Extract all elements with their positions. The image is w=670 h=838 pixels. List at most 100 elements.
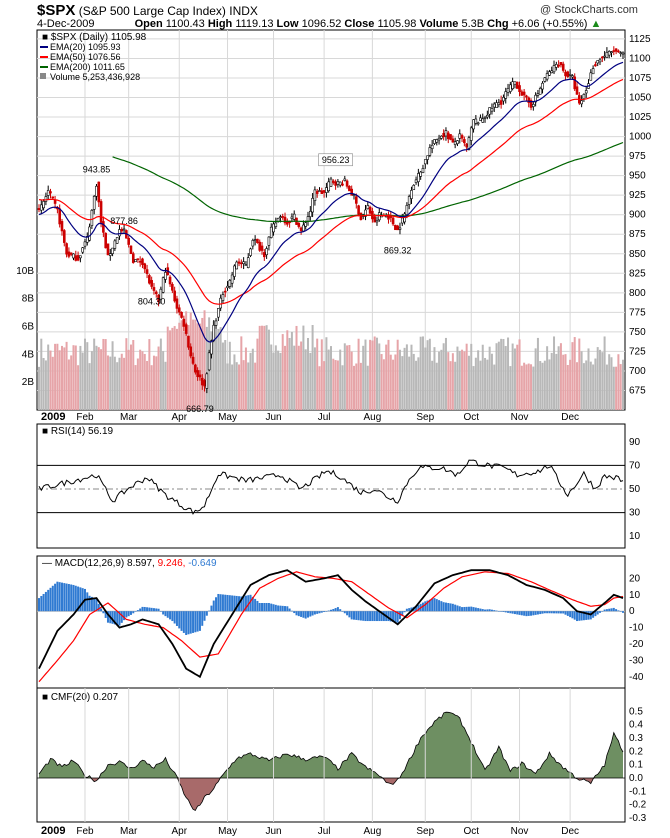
- macd-hist-bar: [169, 611, 172, 620]
- macd-hist-bar: [97, 603, 100, 612]
- macd-hist-bar: [557, 611, 560, 614]
- price-x-tick-label-Aug: Aug: [363, 412, 381, 423]
- volume-bar: [150, 365, 153, 410]
- candle-body: [122, 228, 126, 231]
- macd-hist-bar: [302, 611, 305, 618]
- volume-bar: [295, 325, 298, 410]
- macd-hist-bar: [509, 611, 512, 614]
- volume-bar: [385, 344, 388, 410]
- macd-hist-bar: [516, 611, 519, 615]
- volume-bar: [532, 366, 535, 410]
- macd-tick--30: -30: [629, 655, 644, 666]
- volume-bar: [415, 360, 418, 410]
- volume-bar: [249, 352, 252, 410]
- candle-body: [311, 197, 314, 213]
- macd-hist-bar: [256, 600, 259, 612]
- macd-hist-bar: [334, 608, 337, 612]
- low-label: Low: [276, 18, 299, 30]
- macd-hist-bar: [603, 609, 606, 612]
- volume-bar: [580, 351, 583, 410]
- volume-bar: [120, 353, 123, 410]
- volume-bar: [185, 311, 188, 410]
- candle-body: [177, 307, 181, 313]
- volume-bar: [589, 361, 592, 410]
- macd-hist-bar: [217, 593, 220, 612]
- macd-hist-bar: [571, 611, 574, 619]
- macd-hist-bar: [297, 611, 300, 617]
- macd-hist-bar: [486, 609, 489, 612]
- price-tick-925: 925: [629, 190, 646, 201]
- volume-bar: [573, 337, 576, 410]
- macd-hist-bar: [187, 611, 190, 635]
- volume-bar: [212, 321, 215, 410]
- volume-bar: [155, 356, 158, 410]
- candle-body: [509, 84, 512, 92]
- volume-bar: [198, 323, 201, 410]
- price-tick-775: 775: [629, 307, 646, 318]
- macd-hist-bar: [284, 606, 287, 612]
- candle-body: [612, 50, 616, 52]
- volume-bar: [42, 358, 45, 410]
- macd-hist-bar: [401, 611, 404, 616]
- candle-body: [433, 139, 436, 144]
- volume-bar: [217, 328, 220, 410]
- macd-hist-bar: [74, 585, 77, 612]
- macd-hist-bar: [261, 603, 264, 612]
- macd-hist-bar: [42, 593, 45, 612]
- macd-hist-bar: [311, 611, 314, 616]
- chg-label: Chg: [487, 18, 509, 30]
- volume-tick-10B: 10B: [16, 266, 34, 277]
- volume-bar: [233, 354, 236, 410]
- volume-bar: [467, 355, 470, 410]
- candle-body: [83, 241, 87, 247]
- volume-bar: [486, 359, 489, 410]
- candle-body: [228, 280, 232, 287]
- macd-hist-bar: [336, 607, 339, 612]
- volume-bar: [389, 354, 392, 410]
- volume-bar: [261, 325, 264, 410]
- candle-body: [302, 224, 305, 232]
- candle-body: [594, 64, 597, 67]
- volume-bar: [350, 351, 353, 410]
- price-tick-725: 725: [629, 346, 646, 357]
- candle-body: [442, 133, 445, 138]
- ema50-line: [38, 78, 624, 305]
- candle-body: [555, 64, 558, 68]
- volume-bar: [325, 337, 328, 410]
- volume-bar: [136, 358, 139, 410]
- candle-body: [118, 229, 121, 237]
- macd-tick-0: 0: [629, 606, 635, 617]
- volume-bar: [336, 360, 339, 410]
- price-legend: [40, 46, 48, 79]
- macd-hist-bar: [525, 611, 528, 617]
- cmf-x-tick-label-Aug: Aug: [363, 826, 381, 837]
- volume-bar: [456, 346, 459, 410]
- candle-body: [134, 259, 137, 263]
- macd-hist-bar: [582, 611, 585, 621]
- macd-hist-bar: [573, 611, 576, 620]
- price-x-tick-label-May: May: [218, 412, 237, 423]
- candle-body: [458, 133, 462, 139]
- candle-body: [168, 276, 172, 285]
- macd-hist-bar: [265, 603, 268, 612]
- candle-body: [407, 196, 411, 205]
- volume-bar: [500, 338, 503, 410]
- candle-body: [591, 68, 595, 75]
- macd-hist-bar: [173, 611, 176, 624]
- volume-bar: [394, 354, 397, 410]
- candle-body: [449, 134, 452, 140]
- candle-body: [557, 64, 560, 67]
- candle-body: [145, 269, 149, 274]
- macd-hist-bar: [286, 606, 289, 612]
- volume-bar: [166, 326, 169, 410]
- macd-hist-bar: [95, 599, 98, 612]
- candle-body: [375, 220, 379, 223]
- macd-hist-bar: [198, 611, 201, 631]
- volume-bar: [375, 337, 378, 410]
- macd-hist-bar: [279, 605, 282, 612]
- volume-bar: [56, 343, 59, 410]
- macd-hist-bar: [240, 596, 243, 612]
- candle-body: [272, 223, 275, 233]
- candle-body: [113, 240, 117, 249]
- candle-body: [286, 221, 289, 225]
